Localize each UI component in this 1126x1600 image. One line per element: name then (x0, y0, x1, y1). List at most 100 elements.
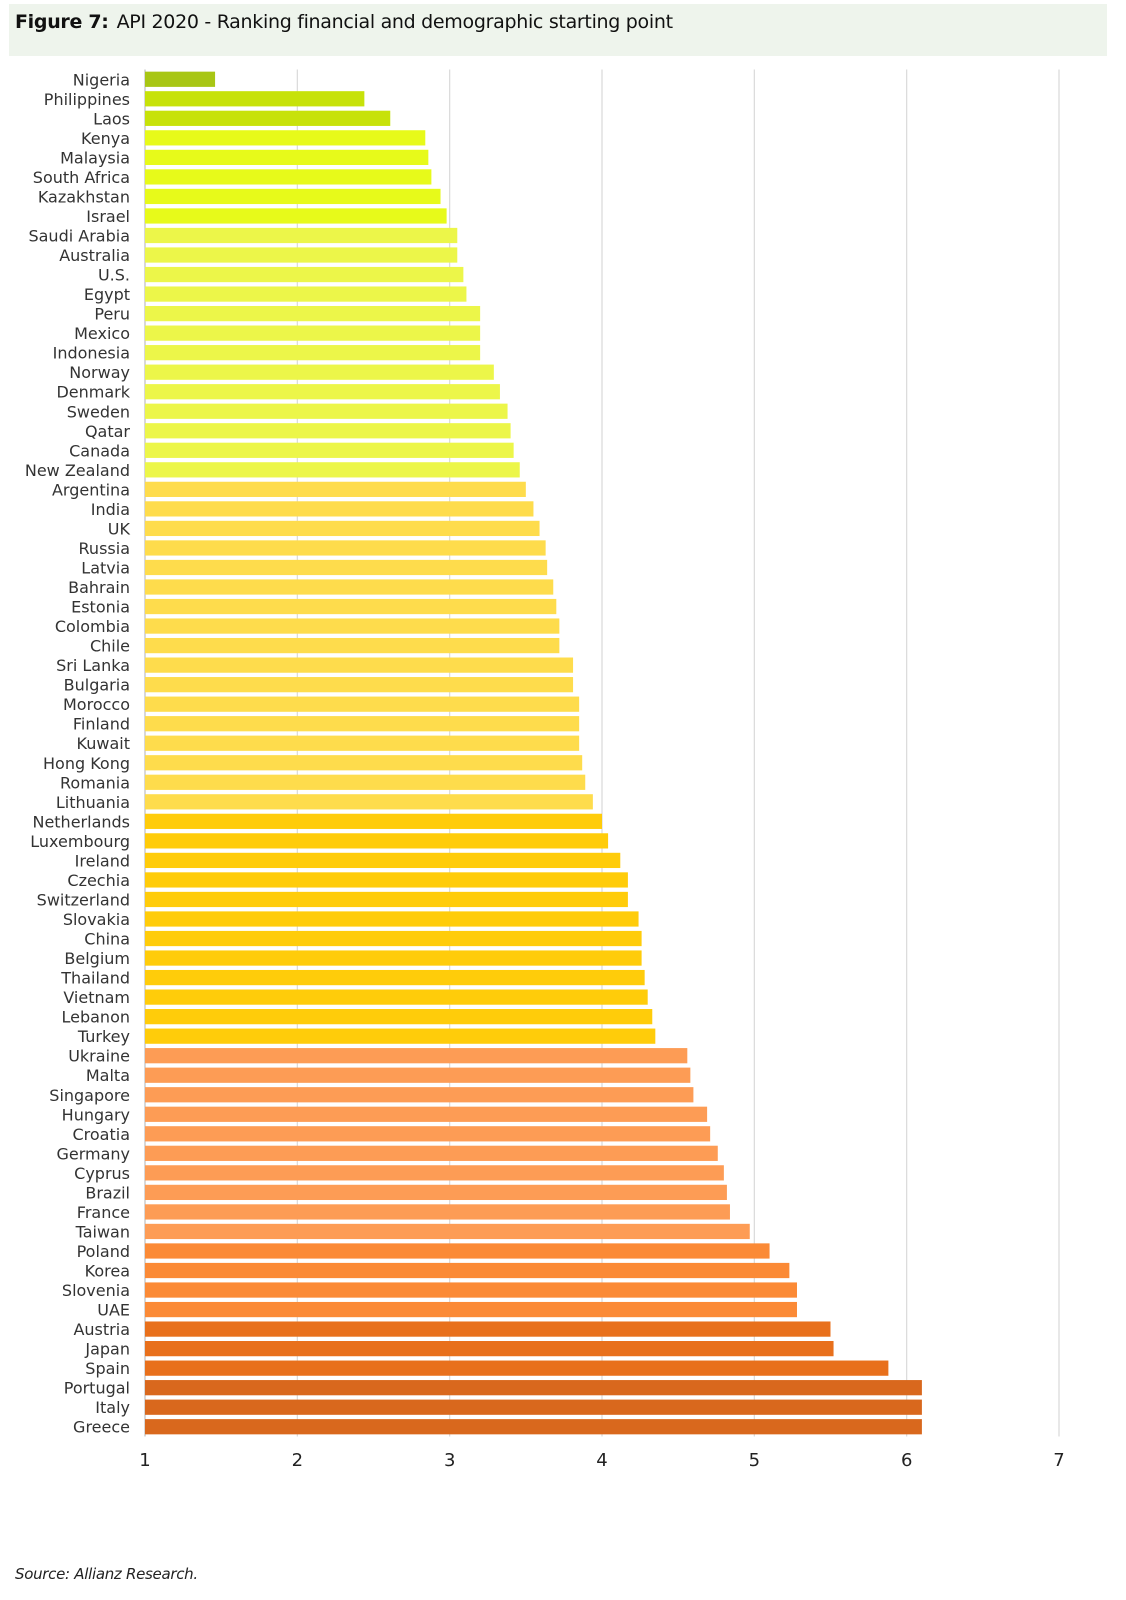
category-label: Kazakhstan (38, 187, 130, 206)
category-label: Slovakia (63, 910, 130, 929)
bar (145, 91, 365, 107)
category-label: Brazil (85, 1183, 130, 1202)
x-tick-label: 6 (901, 1450, 912, 1471)
category-label: Mexico (74, 324, 130, 343)
bar (145, 1028, 656, 1044)
bar (145, 501, 534, 517)
category-label: Romania (60, 773, 130, 792)
bar (145, 872, 628, 888)
category-label: Peru (94, 305, 130, 324)
bar (145, 833, 609, 849)
bar (145, 657, 574, 673)
bar (145, 1145, 718, 1161)
category-label: Australia (59, 246, 130, 265)
category-label: Sri Lanka (56, 656, 130, 675)
category-label: Sweden (67, 402, 130, 421)
category-label: Belgium (64, 949, 130, 968)
bar (145, 188, 441, 205)
category-label: Greece (73, 1418, 130, 1437)
figure-title: Figure 7: API 2020 - Ranking financial an… (15, 11, 673, 33)
bar (145, 1419, 922, 1435)
category-label: India (91, 500, 130, 519)
bar (145, 1301, 797, 1318)
category-label: Kenya (81, 129, 130, 148)
x-tick-label: 5 (749, 1450, 760, 1471)
bar (145, 1184, 727, 1201)
category-label: Cyprus (74, 1164, 130, 1183)
x-tick-label: 4 (596, 1450, 607, 1471)
bar (145, 930, 642, 947)
bar-chart: NigeriaPhilippinesLaosKenyaMalaysiaSouth… (25, 69, 1065, 1471)
x-tick-label: 7 (1053, 1450, 1064, 1471)
category-label: Lebanon (61, 1008, 130, 1027)
category-label: Nigeria (73, 70, 130, 89)
category-label: Estonia (71, 598, 130, 617)
bar (145, 345, 481, 361)
category-label: U.S. (98, 266, 130, 285)
bar (145, 540, 546, 556)
category-label: UAE (97, 1301, 130, 1320)
category-label: Kuwait (77, 734, 130, 753)
category-label: Israel (86, 207, 130, 226)
bar (145, 247, 458, 263)
bar (145, 1282, 797, 1298)
category-label: France (77, 1203, 130, 1222)
bar (145, 1360, 889, 1376)
category-label: Luxembourg (30, 832, 130, 851)
category-label: Japan (84, 1340, 130, 1359)
category-label: Spain (85, 1359, 130, 1378)
bar (145, 208, 447, 224)
category-label: Argentina (52, 480, 130, 499)
category-label: Indonesia (53, 344, 130, 363)
bar (145, 1399, 922, 1415)
bar (145, 1262, 790, 1279)
bar (145, 1341, 834, 1357)
bar (145, 735, 580, 751)
category-label: Singapore (49, 1086, 130, 1105)
bar (145, 774, 586, 790)
bar (145, 559, 548, 576)
category-label: South Africa (33, 168, 130, 187)
bar (145, 950, 642, 966)
category-label: Latvia (81, 558, 130, 577)
category-label: Korea (85, 1262, 130, 1281)
category-label: Croatia (72, 1125, 130, 1144)
bar (145, 1126, 711, 1142)
category-label: Vietnam (63, 988, 130, 1007)
category-label: Saudi Arabia (28, 226, 130, 245)
x-tick-label: 2 (292, 1450, 303, 1471)
bar (145, 755, 583, 771)
bar (145, 677, 574, 693)
category-label: Qatar (85, 422, 130, 441)
category-label: Russia (79, 539, 130, 558)
category-label: Lithuania (56, 793, 130, 812)
category-label: Malta (86, 1066, 130, 1085)
bar (145, 969, 645, 986)
bar (145, 1380, 922, 1396)
bar (145, 403, 508, 419)
source-note: Source: Allianz Research. (15, 1565, 198, 1583)
bar (145, 169, 432, 185)
bar (145, 423, 511, 439)
bar (145, 384, 500, 400)
category-label: Turkey (77, 1027, 130, 1046)
bar (145, 1243, 770, 1259)
category-label: Colombia (55, 617, 130, 636)
category-label: New Zealand (25, 461, 130, 480)
figure-label: Figure 7: (15, 11, 109, 33)
bar (145, 891, 628, 908)
category-label: Switzerland (37, 890, 130, 909)
bar (145, 1204, 730, 1220)
bar (145, 794, 593, 810)
category-label: Taiwan (75, 1222, 130, 1241)
bar (145, 149, 429, 165)
category-label: Ireland (75, 851, 130, 870)
bar (145, 579, 554, 595)
x-tick-labels: 1 2 3 4 5 6 7 (139, 1450, 1064, 1471)
bar (145, 266, 464, 283)
category-label: UK (108, 519, 131, 538)
bars (145, 71, 922, 1435)
bar (145, 618, 560, 634)
category-label: Portugal (64, 1379, 130, 1398)
category-label: Bulgaria (64, 676, 130, 695)
